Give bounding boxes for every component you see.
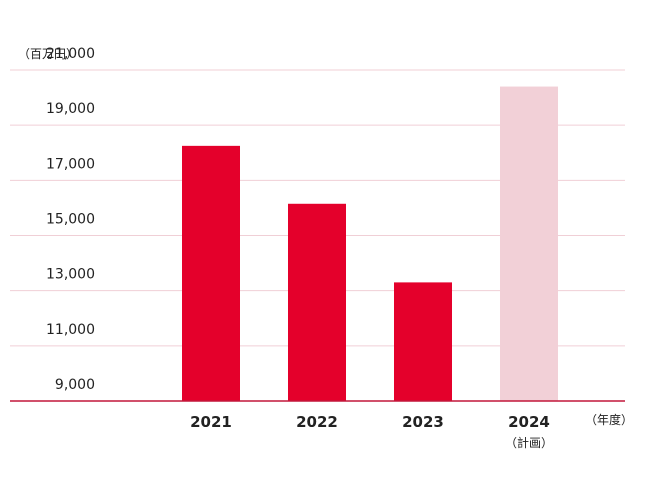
x-axis-ticks: 2021 2022 2023 2024 （計画）	[190, 413, 553, 450]
y-axis-unit-label: （百万円）	[18, 47, 78, 61]
x-tick-label: 2022	[296, 413, 338, 431]
bars	[182, 86, 558, 402]
y-tick-label: 21,000	[46, 46, 95, 62]
x-tick-label: 2024	[508, 413, 550, 431]
y-tick-label: 9,000	[55, 377, 95, 393]
x-tick-note: （計画）	[505, 435, 553, 450]
y-tick-label: 19,000	[46, 101, 95, 117]
bar-2023	[394, 282, 452, 401]
y-tick-label: 11,000	[46, 322, 95, 338]
bar-2024	[500, 86, 558, 402]
x-tick-label: 2023	[402, 413, 444, 431]
y-tick-label: 15,000	[46, 212, 95, 228]
x-tick-label: 2021	[190, 413, 232, 431]
x-axis-unit-label: （年度）	[585, 412, 633, 427]
y-axis-ticks: 9,000 11,000 13,000 15,000 17,000 19,000 21,00…	[46, 46, 95, 393]
bar-2021	[182, 145, 240, 401]
y-tick-label: 17,000	[46, 156, 95, 172]
y-tick-label: 13,000	[46, 267, 95, 283]
bar-2022	[288, 203, 346, 401]
